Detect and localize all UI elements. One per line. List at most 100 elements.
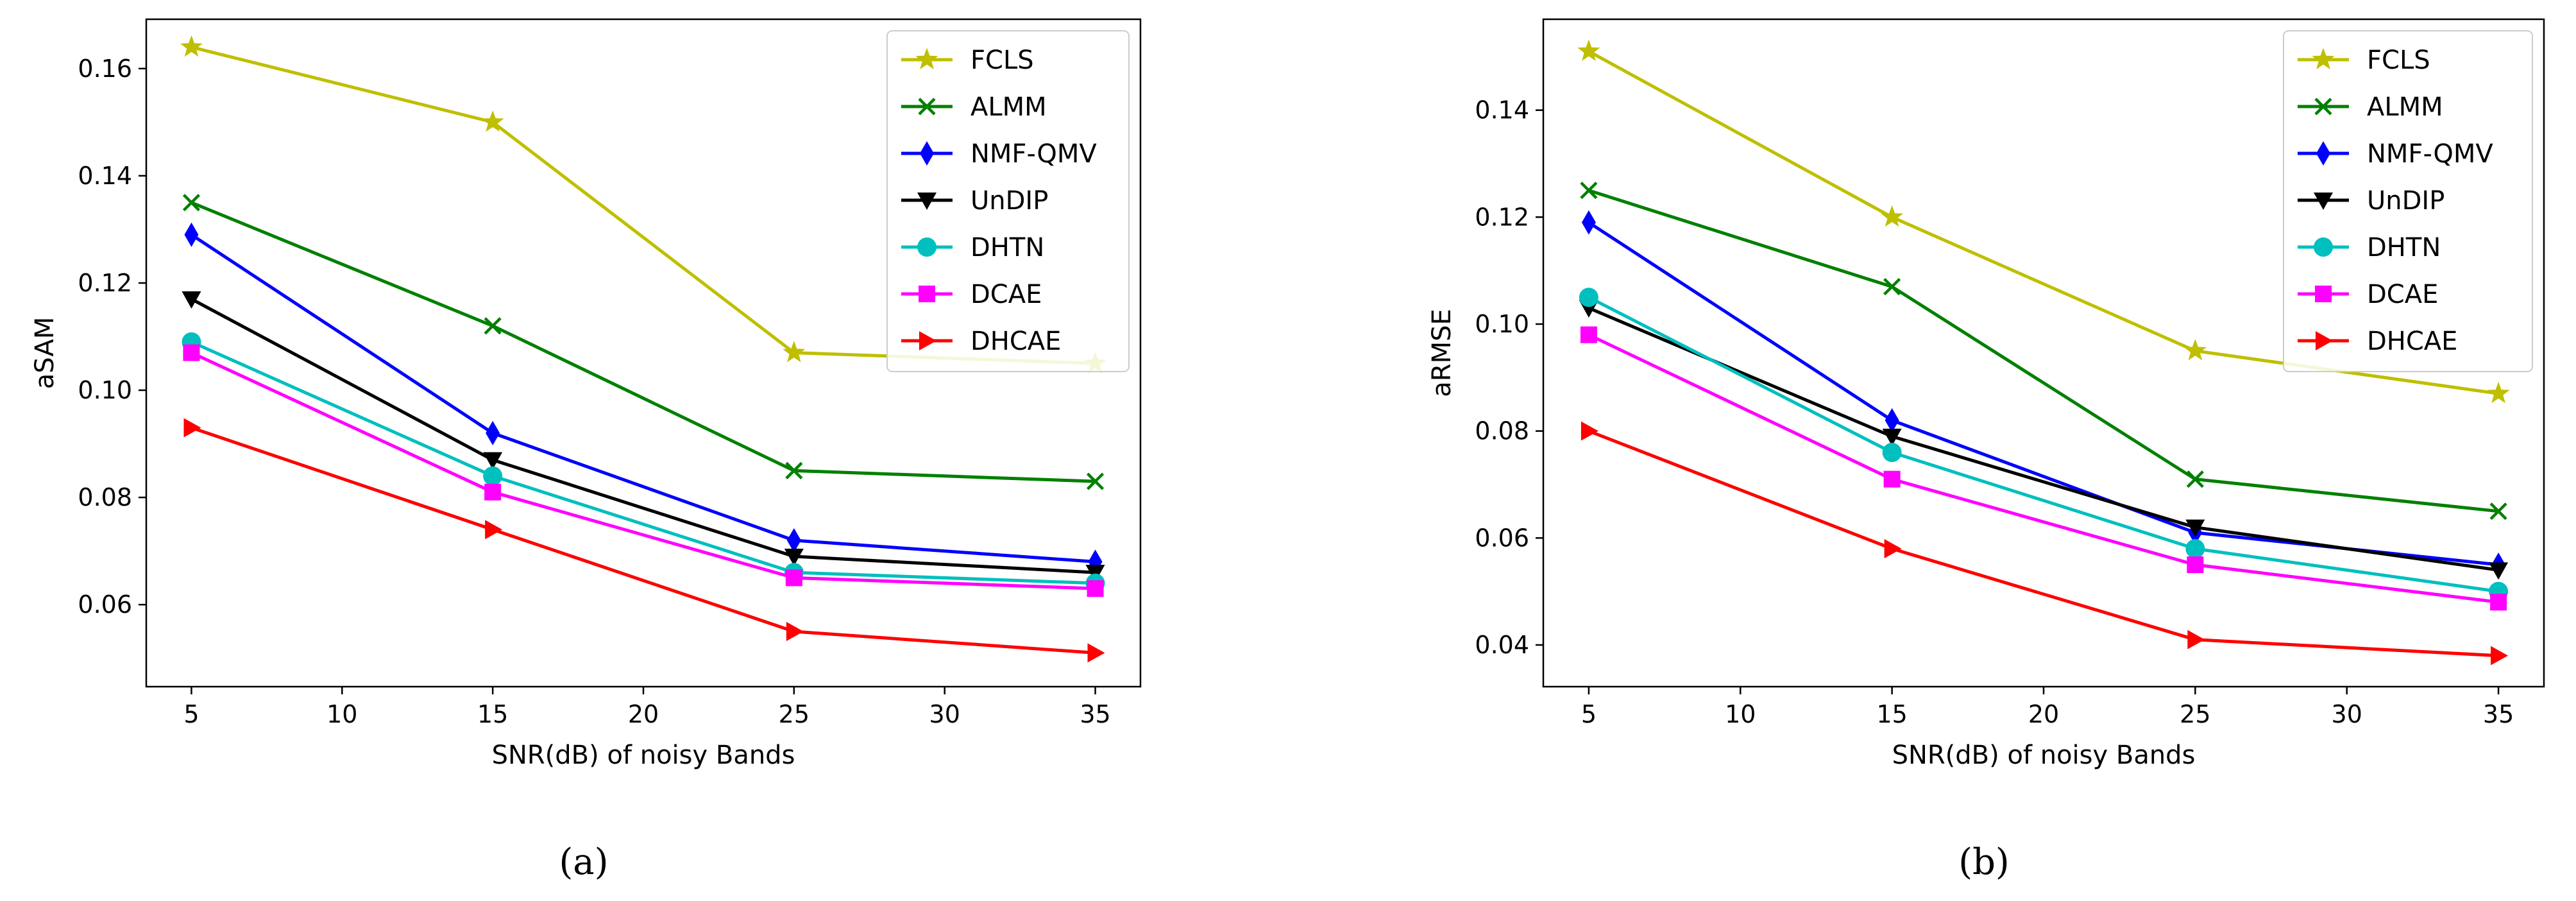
chart-panel-b: 5 10 15 20 25 30 35 0.04 0.06 0.08 0.10 0.12 0.14 SNR… bbox=[1427, 18, 2545, 770]
data-point bbox=[183, 344, 200, 361]
series-line bbox=[1588, 333, 2499, 604]
data-point bbox=[2186, 470, 2204, 488]
data-point bbox=[1580, 326, 1597, 343]
x-tick-label: 10 bbox=[1725, 700, 1756, 728]
data-point bbox=[2491, 646, 2509, 665]
data-point bbox=[485, 520, 503, 540]
legend-label: DCAE bbox=[2367, 280, 2438, 309]
legend-box bbox=[2283, 30, 2533, 372]
data-point bbox=[182, 291, 201, 309]
data-point bbox=[1885, 408, 1899, 433]
legend: FCLS ALMM NMF-QMV UnDIP DHTN DCAE DHCAE bbox=[2283, 30, 2533, 372]
legend-item: DCAE bbox=[901, 280, 1042, 309]
x-tick-label: 25 bbox=[779, 700, 809, 728]
data-point bbox=[2487, 381, 2510, 404]
legend-item: UnDIP bbox=[2298, 186, 2445, 216]
data-point bbox=[481, 110, 504, 132]
panel-caption: (b) bbox=[1958, 841, 2010, 883]
legend-marker bbox=[2314, 193, 2333, 210]
legend-label: ALMM bbox=[970, 92, 1047, 122]
series-line bbox=[1588, 189, 2499, 513]
y-tick-label: 0.06 bbox=[78, 590, 132, 619]
y-tick-label: 0.16 bbox=[78, 55, 132, 83]
x-tick-label: 20 bbox=[2028, 700, 2059, 728]
data-point bbox=[486, 420, 500, 445]
legend-marker bbox=[915, 47, 938, 69]
x-tick-label: 30 bbox=[929, 700, 960, 728]
x-tick-label: 10 bbox=[326, 700, 357, 728]
legend-label: DHTN bbox=[970, 233, 1044, 262]
y-tick-label: 0.14 bbox=[78, 162, 132, 190]
data-point bbox=[1581, 210, 1596, 235]
y-tick-label: 0.08 bbox=[78, 483, 132, 511]
legend-item: FCLS bbox=[901, 46, 1034, 75]
data-point bbox=[785, 569, 802, 587]
legend-label: NMF-QMV bbox=[970, 139, 1097, 169]
x-tick-label: 25 bbox=[2180, 700, 2210, 728]
data-point bbox=[484, 483, 502, 501]
legend-label: FCLS bbox=[970, 46, 1034, 75]
x-tick-label: 5 bbox=[183, 700, 199, 728]
y-axis-label: aRMSE bbox=[1427, 309, 1457, 397]
y-tick-label: 0.14 bbox=[1475, 96, 1529, 124]
x-tick-label: 15 bbox=[1876, 700, 1907, 728]
legend-box bbox=[886, 30, 1130, 372]
y-tick-label: 0.12 bbox=[78, 269, 132, 297]
legend-label: NMF-QMV bbox=[2367, 139, 2493, 169]
legend-item: DHCAE bbox=[2298, 327, 2457, 356]
data-point bbox=[784, 549, 804, 567]
data-point bbox=[483, 466, 503, 486]
legend: FCLS ALMM NMF-QMV UnDIP DHTN DCAE DHCAE bbox=[886, 30, 1130, 372]
data-point bbox=[1087, 643, 1105, 663]
data-point bbox=[182, 194, 201, 212]
legend-item: ALMM bbox=[2298, 92, 2443, 122]
y-tick-label: 0.08 bbox=[1475, 417, 1529, 445]
series-undip bbox=[182, 291, 1105, 583]
y-tick-label: 0.06 bbox=[1475, 524, 1529, 552]
data-point bbox=[783, 341, 806, 363]
data-point bbox=[786, 621, 804, 641]
data-point bbox=[183, 418, 201, 438]
series-almm bbox=[1580, 182, 2507, 520]
legend-item: DCAE bbox=[2298, 280, 2438, 309]
data-point bbox=[484, 317, 502, 335]
data-point bbox=[1881, 205, 1904, 227]
series-line bbox=[1588, 306, 2499, 572]
y-tick-label: 0.10 bbox=[78, 376, 132, 404]
data-point bbox=[1580, 182, 1598, 200]
data-point bbox=[786, 528, 801, 553]
data-point bbox=[1086, 472, 1105, 490]
y-tick-label: 0.04 bbox=[1475, 631, 1529, 659]
series-line bbox=[1588, 429, 2499, 658]
x-tick-label: 5 bbox=[1581, 700, 1597, 728]
legend-marker bbox=[2316, 331, 2333, 350]
legend-label: DHCAE bbox=[2367, 327, 2457, 356]
panel-caption: (a) bbox=[559, 841, 608, 883]
chart-panel-a: 5 10 15 20 25 30 35 0.06 0.08 0.10 0.12 0.14 0.16 SNR… bbox=[30, 18, 1142, 770]
legend-item: UnDIP bbox=[901, 186, 1048, 216]
data-point bbox=[184, 222, 199, 247]
y-tick-label: 0.12 bbox=[1475, 203, 1529, 231]
series-line bbox=[191, 426, 1096, 655]
legend-item: ALMM bbox=[901, 92, 1047, 122]
y-axis-label: aSAM bbox=[30, 317, 60, 390]
legend-marker bbox=[917, 193, 936, 210]
legend-item: NMF-QMV bbox=[2298, 139, 2493, 169]
x-tick-label: 15 bbox=[477, 700, 508, 728]
legend-marker bbox=[2314, 237, 2333, 257]
data-point bbox=[1087, 580, 1104, 597]
legend-item: DHCAE bbox=[901, 327, 1061, 356]
legend-marker bbox=[2315, 286, 2332, 302]
series-line bbox=[191, 340, 1096, 585]
series-dhtn bbox=[1579, 287, 2509, 601]
data-point bbox=[1883, 278, 1901, 296]
legend-marker bbox=[917, 237, 936, 257]
x-axis-label: SNR(dB) of noisy Bands bbox=[1892, 741, 2196, 770]
legend-marker bbox=[918, 98, 936, 116]
data-point bbox=[1882, 429, 1902, 446]
data-point bbox=[180, 35, 203, 57]
legend-item: NMF-QMV bbox=[901, 139, 1097, 169]
data-point bbox=[2489, 502, 2507, 520]
legend-marker bbox=[920, 141, 934, 166]
